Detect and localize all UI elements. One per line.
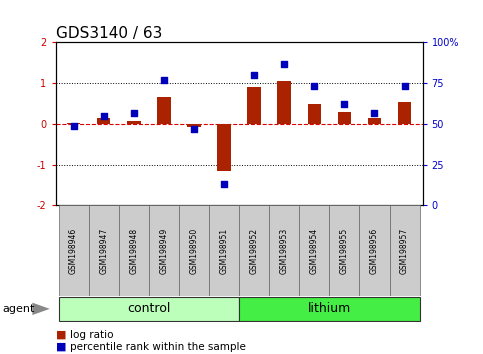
Bar <box>58 297 239 321</box>
Polygon shape <box>32 303 50 315</box>
Bar <box>269 205 299 296</box>
Point <box>190 126 198 132</box>
Text: GSM198950: GSM198950 <box>189 227 199 274</box>
Bar <box>359 205 389 296</box>
Bar <box>299 205 329 296</box>
Bar <box>239 205 269 296</box>
Text: GSM198955: GSM198955 <box>340 227 349 274</box>
Text: GSM198951: GSM198951 <box>220 227 228 274</box>
Bar <box>119 205 149 296</box>
Point <box>70 123 77 129</box>
Text: GSM198957: GSM198957 <box>400 227 409 274</box>
Text: percentile rank within the sample: percentile rank within the sample <box>70 342 246 352</box>
Text: GSM198949: GSM198949 <box>159 227 169 274</box>
Text: GSM198947: GSM198947 <box>99 227 108 274</box>
Bar <box>58 205 89 296</box>
Text: agent: agent <box>2 304 35 314</box>
Bar <box>157 97 170 124</box>
Point <box>311 84 318 89</box>
Bar <box>97 118 111 124</box>
Point <box>100 113 108 119</box>
Text: GSM198948: GSM198948 <box>129 227 138 274</box>
Bar <box>187 124 201 127</box>
Text: lithium: lithium <box>308 302 351 315</box>
Bar <box>247 87 261 124</box>
Bar <box>308 104 321 124</box>
Point <box>401 84 409 89</box>
Text: log ratio: log ratio <box>70 330 114 339</box>
Bar <box>368 118 381 124</box>
Bar <box>398 102 412 124</box>
Text: ■: ■ <box>56 342 66 352</box>
Point <box>250 72 258 78</box>
Point <box>341 102 348 107</box>
Point <box>130 110 138 115</box>
Point <box>220 181 228 187</box>
Text: control: control <box>127 302 170 315</box>
Bar <box>209 205 239 296</box>
Bar <box>149 205 179 296</box>
Bar <box>338 112 351 124</box>
Bar <box>179 205 209 296</box>
Bar <box>127 121 141 124</box>
Bar <box>329 205 359 296</box>
Text: GSM198954: GSM198954 <box>310 227 319 274</box>
Text: GDS3140 / 63: GDS3140 / 63 <box>56 26 162 41</box>
Bar <box>277 81 291 124</box>
Point <box>280 61 288 67</box>
Bar <box>89 205 119 296</box>
Point <box>160 77 168 83</box>
Text: GSM198952: GSM198952 <box>250 227 258 274</box>
Text: GSM198956: GSM198956 <box>370 227 379 274</box>
Bar <box>389 205 420 296</box>
Bar <box>239 297 420 321</box>
Point <box>370 110 378 115</box>
Text: ■: ■ <box>56 330 66 339</box>
Text: GSM198953: GSM198953 <box>280 227 289 274</box>
Bar <box>67 123 80 124</box>
Bar <box>217 124 231 171</box>
Text: GSM198946: GSM198946 <box>69 227 78 274</box>
